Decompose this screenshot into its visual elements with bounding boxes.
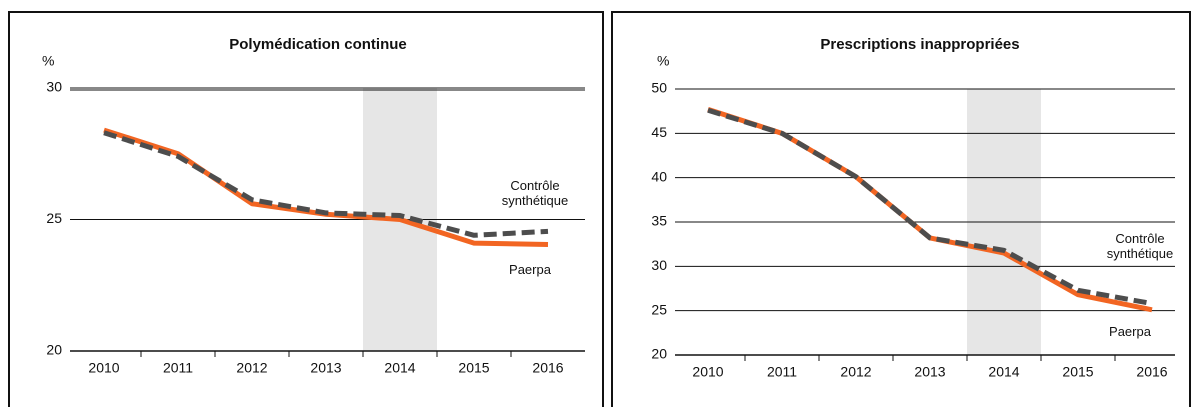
x-tick-label: 2015 bbox=[458, 360, 489, 376]
series-label-box: Paerpa bbox=[509, 261, 551, 277]
x-tick-label: 2012 bbox=[236, 360, 267, 376]
y-tick-label: 40 bbox=[651, 168, 667, 184]
y-tick-label: 35 bbox=[651, 213, 667, 229]
x-tick-label: 2010 bbox=[692, 364, 723, 380]
x-tick-label: 2011 bbox=[163, 360, 193, 376]
x-tick-label: 2010 bbox=[88, 360, 119, 376]
y-tick-label: 45 bbox=[651, 124, 667, 140]
series-label: Paerpa bbox=[509, 261, 551, 277]
x-tick-label: 2014 bbox=[988, 364, 1019, 380]
x-tick-label: 2016 bbox=[532, 360, 563, 376]
x-tick-label: 2016 bbox=[1136, 364, 1167, 380]
panel-border bbox=[8, 11, 604, 407]
series-line bbox=[707, 107, 1153, 307]
series-line bbox=[103, 130, 549, 238]
y-tick-label: 20 bbox=[651, 346, 667, 362]
x-tick-label: 2011 bbox=[767, 364, 797, 380]
x-tick-label: 2013 bbox=[914, 364, 945, 380]
x-tick-label: 2015 bbox=[1062, 364, 1093, 380]
y-tick-label: 25 bbox=[46, 210, 62, 226]
y-tick-label: 30 bbox=[651, 257, 667, 273]
x-tick-label: 2014 bbox=[384, 360, 415, 376]
series-label: Paerpa bbox=[1109, 323, 1151, 339]
chart-title: Prescriptions inappropriées bbox=[820, 36, 1019, 53]
series-line bbox=[103, 127, 549, 247]
x-tick-label: 2013 bbox=[310, 360, 341, 376]
chart-title: Polymédication continue bbox=[229, 36, 407, 53]
series-label: Contrôle synthétique bbox=[1106, 231, 1174, 261]
y-tick-label: 30 bbox=[46, 79, 62, 95]
y-tick-label: 20 bbox=[46, 342, 62, 358]
x-tick-label: 2012 bbox=[840, 364, 871, 380]
series-label-box: Contrôle synthétique bbox=[1106, 231, 1174, 261]
series-label: Contrôle synthétique bbox=[501, 178, 569, 208]
y-unit: % bbox=[657, 53, 669, 69]
y-unit: % bbox=[42, 53, 54, 69]
series-line bbox=[707, 107, 1153, 313]
y-tick-label: 25 bbox=[651, 301, 667, 317]
series-label-box: Contrôle synthétique bbox=[501, 178, 569, 208]
series-label-box: Paerpa bbox=[1109, 323, 1151, 339]
panel-border bbox=[611, 11, 1191, 407]
y-tick-label: 50 bbox=[651, 80, 667, 96]
